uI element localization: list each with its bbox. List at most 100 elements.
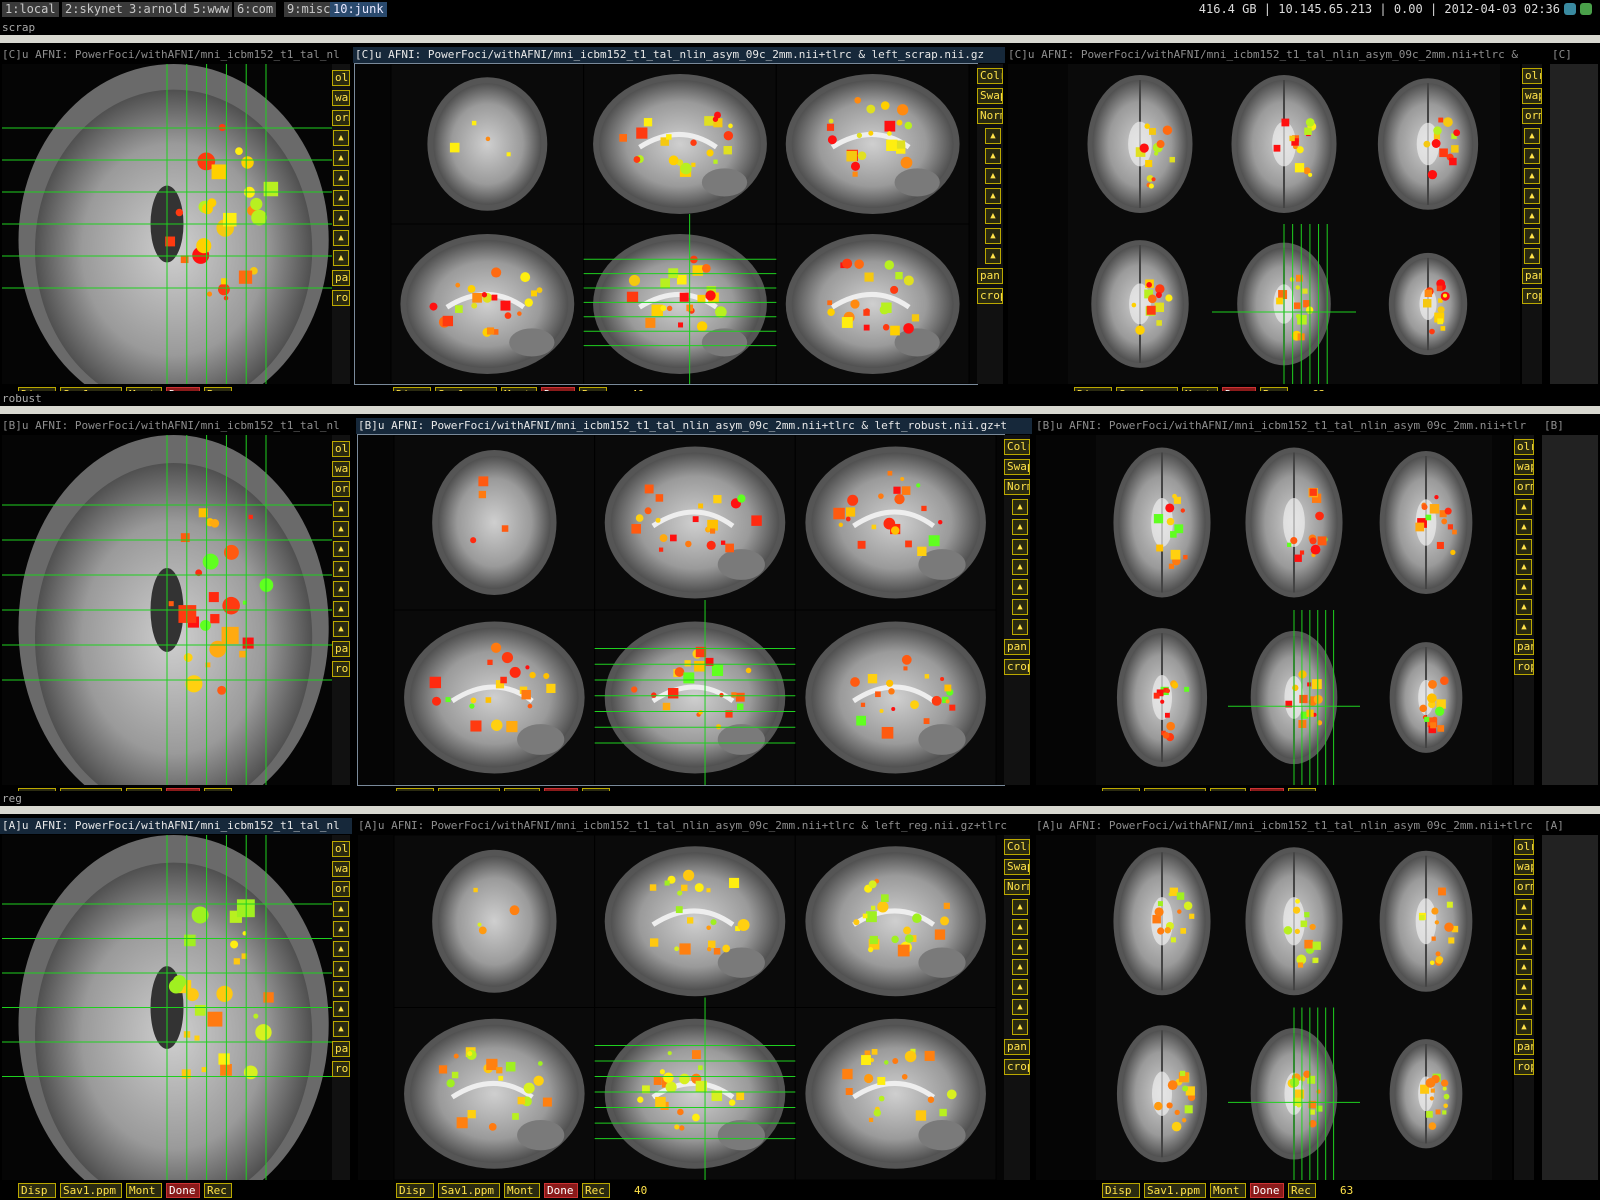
- side-button[interactable]: ▲: [985, 228, 1001, 244]
- side-button[interactable]: ▲: [1516, 919, 1532, 935]
- side-button[interactable]: ▲: [1516, 979, 1532, 995]
- side-button[interactable]: ▲: [1012, 559, 1028, 575]
- side-button[interactable]: ▲: [1012, 939, 1028, 955]
- side-button[interactable]: crop: [1004, 1059, 1030, 1075]
- side-button[interactable]: ▲: [333, 981, 349, 997]
- side-button[interactable]: Swap: [1004, 859, 1030, 875]
- side-button[interactable]: ▲: [333, 210, 349, 226]
- coronal-view[interactable]: [2, 64, 332, 384]
- side-button[interactable]: ▲: [1012, 539, 1028, 555]
- side-button[interactable]: ▲: [1012, 979, 1028, 995]
- side-button[interactable]: ▲: [333, 250, 349, 266]
- mont-button[interactable]: Mont: [1210, 1183, 1246, 1198]
- axial-montage-view[interactable]: [1036, 435, 1512, 785]
- side-button[interactable]: ▲: [985, 128, 1001, 144]
- side-button[interactable]: ▲: [333, 230, 349, 246]
- side-button[interactable]: ▲: [333, 130, 349, 146]
- side-button[interactable]: Colr: [1004, 839, 1030, 855]
- side-button[interactable]: olr: [1514, 439, 1534, 455]
- tag-9-misc[interactable]: 9:misc: [284, 2, 334, 17]
- side-button[interactable]: pan: [977, 268, 1003, 284]
- side-button[interactable]: ▲: [1012, 499, 1028, 515]
- side-button[interactable]: ▲: [1012, 999, 1028, 1015]
- side-button[interactable]: pan: [1004, 639, 1030, 655]
- side-button[interactable]: olr: [332, 841, 350, 857]
- side-button[interactable]: ▲: [985, 248, 1001, 264]
- side-button[interactable]: ▲: [333, 190, 349, 206]
- side-button[interactable]: crop: [977, 288, 1003, 304]
- window-title-coronal[interactable]: [A]u AFNI: PowerFoci/withAFNI/mni_icbm15…: [0, 818, 352, 834]
- side-button[interactable]: ▲: [333, 541, 349, 557]
- axial-montage-view[interactable]: [1036, 835, 1512, 1180]
- side-button[interactable]: ▲: [1524, 208, 1540, 224]
- done-button[interactable]: Done: [1250, 1183, 1284, 1198]
- side-button[interactable]: wap: [1514, 859, 1534, 875]
- mont-button[interactable]: Mont: [504, 1183, 540, 1198]
- side-button[interactable]: ▲: [1516, 999, 1532, 1015]
- tag-5-www[interactable]: 5:www: [190, 2, 233, 17]
- window-title-extra[interactable]: [A]: [1542, 818, 1600, 834]
- side-button[interactable]: ▲: [333, 901, 349, 917]
- side-button[interactable]: ▲: [333, 521, 349, 537]
- side-button[interactable]: ▲: [1516, 599, 1532, 615]
- side-button[interactable]: rop: [1514, 659, 1534, 675]
- side-button[interactable]: crop: [1004, 659, 1030, 675]
- side-button[interactable]: ▲: [333, 1001, 349, 1017]
- disp-button[interactable]: Disp: [1102, 1183, 1140, 1198]
- side-button[interactable]: rop: [1522, 288, 1542, 304]
- tag-3-arnold[interactable]: 3:arnold: [126, 2, 190, 17]
- side-button[interactable]: wap: [1522, 88, 1542, 104]
- side-button[interactable]: ▲: [1524, 128, 1540, 144]
- side-button[interactable]: ▲: [333, 561, 349, 577]
- side-button[interactable]: ▲: [333, 150, 349, 166]
- side-button[interactable]: ▲: [1516, 959, 1532, 975]
- side-button[interactable]: rop: [1514, 1059, 1534, 1075]
- side-button[interactable]: ▲: [333, 170, 349, 186]
- sagittal-montage-view[interactable]: [354, 63, 978, 385]
- window-title-sagittal[interactable]: [C]u AFNI: PowerFoci/withAFNI/mni_icbm15…: [353, 47, 1005, 63]
- side-button[interactable]: ▲: [1012, 599, 1028, 615]
- window-title-axial[interactable]: [A]u AFNI: PowerFoci/withAFNI/mni_icbm15…: [1034, 818, 1540, 834]
- side-button[interactable]: ▲: [333, 1021, 349, 1037]
- window-title-extra[interactable]: [C]: [1550, 47, 1600, 63]
- side-button[interactable]: ▲: [1012, 899, 1028, 915]
- tag-2-skynet[interactable]: 2:skynet: [62, 2, 126, 17]
- side-button[interactable]: Colr: [1004, 439, 1030, 455]
- side-button[interactable]: ▲: [333, 621, 349, 637]
- side-button[interactable]: ▲: [1012, 1019, 1028, 1035]
- side-button[interactable]: olr: [332, 70, 350, 86]
- side-button[interactable]: wap: [332, 461, 350, 477]
- sav-button[interactable]: Sav1.ppm: [1144, 1183, 1206, 1198]
- side-button[interactable]: Norm: [977, 108, 1003, 124]
- side-button[interactable]: ▲: [1012, 919, 1028, 935]
- side-button[interactable]: ▲: [985, 168, 1001, 184]
- side-button[interactable]: pan: [1004, 1039, 1030, 1055]
- side-button[interactable]: ▲: [1516, 899, 1532, 915]
- done-button[interactable]: Done: [166, 1183, 200, 1198]
- tag-1-local[interactable]: 1:local: [2, 2, 59, 17]
- coronal-view[interactable]: [2, 835, 332, 1180]
- side-button[interactable]: orm: [332, 481, 350, 497]
- side-button[interactable]: ▲: [1524, 228, 1540, 244]
- side-button[interactable]: olr: [1522, 68, 1542, 84]
- side-button[interactable]: Swap: [1004, 459, 1030, 475]
- side-button[interactable]: orm: [332, 110, 350, 126]
- side-button[interactable]: orm: [1514, 879, 1534, 895]
- side-button[interactable]: ▲: [1012, 619, 1028, 635]
- side-button[interactable]: ▲: [1524, 168, 1540, 184]
- side-button[interactable]: ▲: [1012, 519, 1028, 535]
- side-button[interactable]: ▲: [1516, 619, 1532, 635]
- side-button[interactable]: Norm: [1004, 479, 1030, 495]
- side-button[interactable]: pan: [332, 1041, 350, 1057]
- side-button[interactable]: pan: [332, 270, 350, 286]
- side-button[interactable]: wap: [332, 90, 350, 106]
- side-button[interactable]: ▲: [985, 208, 1001, 224]
- side-button[interactable]: ▲: [333, 961, 349, 977]
- sav-button[interactable]: Sav1.ppm: [438, 1183, 500, 1198]
- side-button[interactable]: ▲: [333, 581, 349, 597]
- side-button[interactable]: ▲: [1524, 148, 1540, 164]
- side-button[interactable]: pan: [1514, 639, 1534, 655]
- side-button[interactable]: ▲: [1516, 519, 1532, 535]
- disp-button[interactable]: Disp: [18, 1183, 56, 1198]
- side-button[interactable]: ▲: [1524, 188, 1540, 204]
